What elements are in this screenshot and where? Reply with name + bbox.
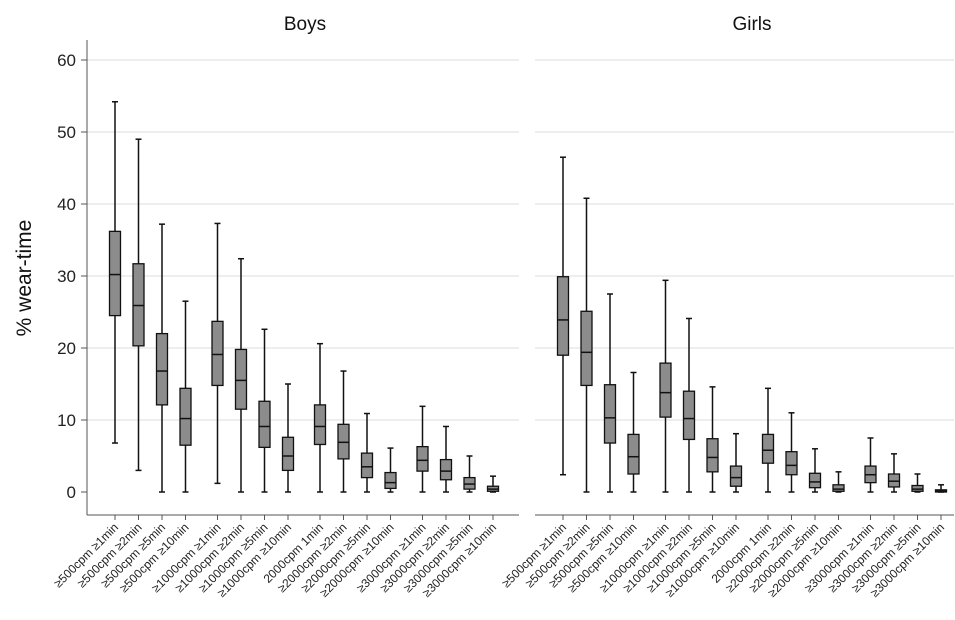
iqr-box — [281, 436, 295, 472]
labels: % wear-time Boys Girls 0102030405060≥500… — [13, 14, 947, 600]
iqr-box — [384, 471, 397, 490]
box-p0-2 — [155, 223, 169, 493]
box-p0-13 — [439, 425, 453, 493]
iqr-box — [706, 438, 719, 473]
box-p1-14 — [911, 473, 924, 493]
iqr-box — [808, 472, 822, 489]
iqr-box — [313, 404, 327, 446]
box-p1-0 — [556, 156, 570, 476]
box-p0-0 — [108, 101, 122, 444]
y-tick-label-40: 40 — [57, 195, 76, 214]
box-p0-8 — [313, 342, 327, 493]
gridlines — [87, 59, 954, 421]
box-p1-6 — [706, 386, 719, 493]
box-p1-8 — [761, 387, 775, 493]
box-p0-15 — [486, 475, 500, 493]
iqr-box — [155, 332, 169, 406]
box-p0-6 — [258, 328, 271, 493]
box-p0-5 — [234, 257, 248, 493]
iqr-box — [832, 484, 845, 492]
box-p0-4 — [211, 222, 224, 485]
axes — [81, 40, 954, 520]
y-tick-label-10: 10 — [57, 411, 76, 430]
y-tick-label-60: 60 — [57, 51, 76, 70]
box-p0-9 — [337, 370, 350, 493]
iqr-box — [179, 387, 192, 446]
box-p1-2 — [603, 293, 617, 493]
iqr-box — [258, 400, 271, 449]
y-tick-label-30: 30 — [57, 267, 76, 286]
box-p1-4 — [659, 279, 672, 493]
box-p0-1 — [132, 138, 145, 472]
iqr-box — [627, 433, 640, 475]
box-p1-11 — [832, 471, 845, 493]
iqr-box — [234, 348, 248, 410]
box-p1-13 — [887, 453, 901, 493]
y-tick-label-0: 0 — [67, 483, 76, 502]
box-p1-15 — [934, 484, 948, 493]
box-p0-11 — [384, 447, 397, 493]
box-p0-14 — [463, 455, 476, 493]
iqr-box — [785, 451, 798, 476]
box-p1-10 — [808, 448, 822, 493]
iqr-box — [603, 384, 617, 444]
iqr-box — [761, 433, 775, 464]
iqr-box — [556, 276, 570, 356]
box-p1-7 — [729, 432, 743, 493]
box-p1-5 — [682, 317, 696, 493]
iqr-box — [580, 310, 593, 387]
iqr-box — [360, 452, 374, 479]
box-p0-12 — [416, 405, 429, 493]
panel-title-girls: Girls — [732, 14, 771, 35]
iqr-box — [682, 390, 696, 441]
y-tick-label-50: 50 — [57, 123, 76, 142]
box-p0-7 — [281, 383, 295, 493]
box-p1-9 — [785, 412, 798, 493]
box-p1-1 — [580, 197, 593, 493]
iqr-box — [211, 320, 224, 387]
box-p1-3 — [627, 371, 640, 493]
iqr-box — [659, 362, 672, 418]
boxes — [108, 101, 948, 493]
iqr-box — [729, 465, 743, 487]
box-p0-3 — [179, 300, 192, 493]
box-p0-10 — [360, 412, 374, 493]
panel-title-boys: Boys — [284, 14, 326, 35]
box-p1-12 — [864, 437, 877, 493]
iqr-box — [108, 230, 122, 317]
y-tick-label-20: 20 — [57, 339, 76, 358]
iqr-box — [416, 445, 429, 472]
iqr-box — [439, 458, 453, 481]
y-axis-label: % wear-time — [13, 220, 36, 337]
